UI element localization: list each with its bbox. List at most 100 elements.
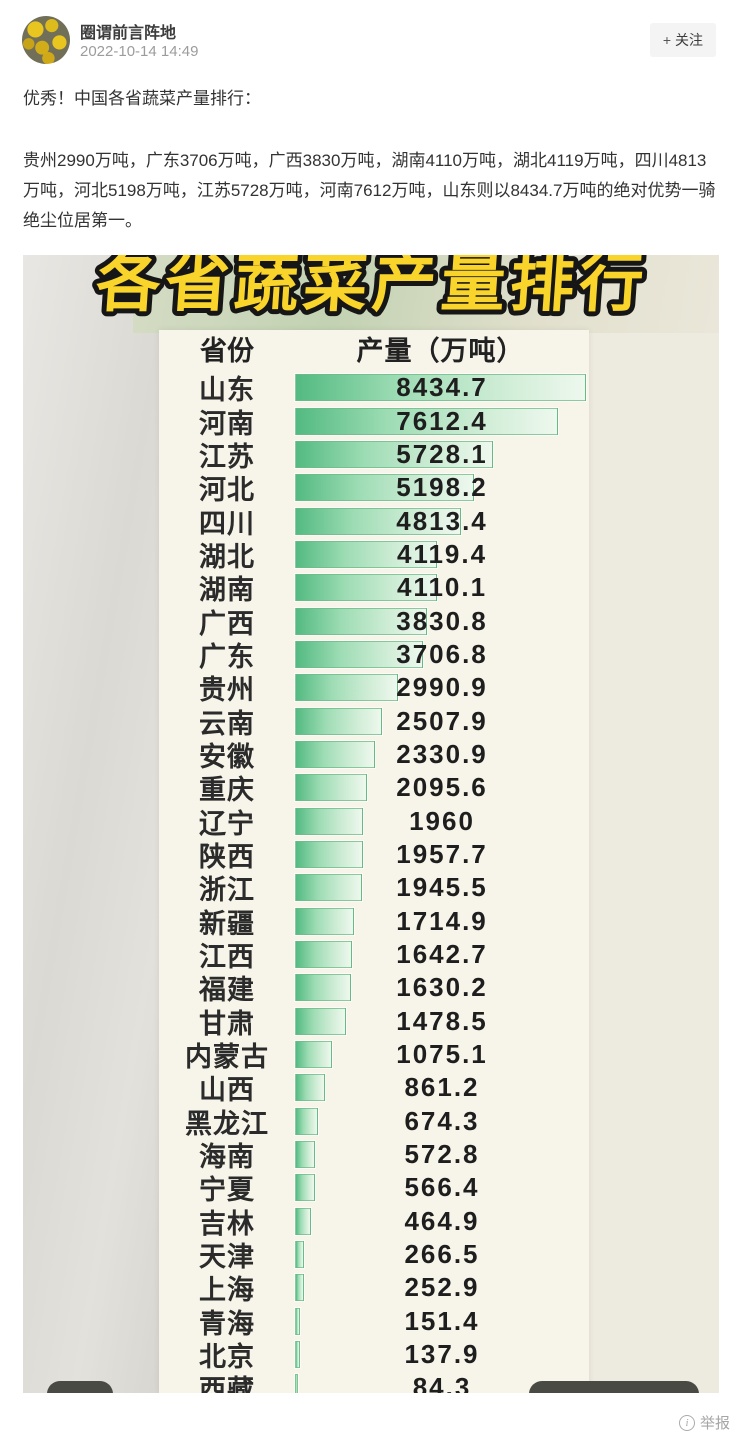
production-bar [295, 774, 368, 802]
chart-row: 黑龙江 674.3 [159, 1105, 589, 1139]
province-label: 甘肃 [199, 1008, 255, 1039]
production-value: 566.4 [404, 1172, 480, 1203]
production-bar [295, 1007, 346, 1035]
production-value: 2507.9 [396, 705, 488, 736]
production-bar [295, 1041, 333, 1069]
chart-row: 重庆 2095.6 [159, 771, 589, 805]
bar-track: 566.4 [295, 1172, 586, 1203]
chart-row: 河北 5198.2 [159, 471, 589, 505]
production-bar [295, 1374, 298, 1393]
author-name[interactable]: 圈谓前言阵地 [80, 25, 177, 42]
bar-track: 266.5 [295, 1239, 586, 1269]
title-background-band [133, 255, 719, 333]
production-bar [295, 907, 355, 935]
production-bar [295, 674, 399, 702]
province-label: 陕西 [199, 841, 255, 872]
production-value: 4813.4 [396, 505, 488, 536]
report-label: 举报 [699, 1415, 730, 1432]
province-label: 江苏 [199, 441, 255, 472]
production-value: 8434.7 [396, 372, 488, 403]
chart-row: 福建 1630.2 [159, 971, 589, 1005]
chart-row: 山东 8434.7 [159, 371, 589, 405]
user-avatar[interactable] [22, 16, 70, 64]
province-label: 江西 [199, 942, 255, 973]
production-bar [295, 1307, 301, 1335]
chart-rows: 山东 8434.7 河南 7612.4 江苏 5728.1 河北 5198.2 四川 4813.4… [159, 371, 589, 1393]
province-label: 安徽 [199, 741, 255, 772]
chart-row: 江西 1642.7 [159, 938, 589, 973]
chart-row: 吉林 464.9 [159, 1205, 589, 1239]
production-value: 1478.5 [396, 1005, 488, 1036]
post-header: 圈谓前言阵地 2022-10-14 14:49 + 关注 [22, 16, 718, 66]
bar-track: 1960 [295, 806, 586, 836]
bar-track: 1957.7 [295, 839, 586, 869]
production-bar [295, 440, 493, 468]
report-link[interactable]: i 举报 [678, 1412, 730, 1433]
chart-row: 新疆 1714.9 [159, 905, 589, 939]
province-label: 吉林 [199, 1208, 255, 1239]
province-label: 北京 [199, 1342, 255, 1373]
chart-row: 海南 572.8 [159, 1138, 589, 1172]
production-bar [295, 1241, 305, 1269]
column-header-production: 产量（万吨） [356, 336, 525, 366]
chart-row: 湖南 4110.1 [159, 571, 589, 605]
province-label: 西藏 [199, 1375, 255, 1393]
bar-track: 3830.8 [295, 606, 586, 636]
chart-panel: 省份 产量（万吨） 山东 8434.7 河南 7612.4 江苏 5728.1 河北 5198… [159, 330, 589, 1393]
province-label: 广西 [199, 608, 255, 639]
production-bar [295, 374, 586, 402]
province-label: 浙江 [199, 875, 255, 906]
production-value: 2330.9 [396, 738, 488, 769]
chart-row: 甘肃 1478.5 [159, 1005, 589, 1039]
plus-icon: + [662, 32, 671, 48]
chart-row: 宁夏 566.4 [159, 1171, 589, 1206]
post-body: 贵州2990万吨，广东3706万吨，广西3830万吨，湖南4110万吨，湖北41… [23, 151, 716, 230]
chart-row: 山西 861.2 [159, 1071, 589, 1105]
chart-title-art: 各省蔬菜产量排行 [89, 255, 656, 324]
production-bar [295, 1107, 319, 1135]
production-value: 3706.8 [396, 638, 488, 669]
production-value: 861.2 [404, 1072, 480, 1103]
production-value: 84.3 [412, 1372, 472, 1393]
production-value: 151.4 [404, 1305, 480, 1336]
bottom-right-pill [529, 1381, 699, 1393]
bar-track: 2330.9 [295, 738, 586, 769]
production-value: 7612.4 [396, 405, 488, 436]
bar-track: 1714.9 [295, 905, 586, 936]
production-bar [295, 807, 363, 835]
production-value: 4110.1 [396, 572, 488, 603]
chart-row: 广东 3706.8 [159, 638, 589, 672]
chart-row: 北京 137.9 [159, 1338, 589, 1373]
production-value: 572.8 [404, 1139, 480, 1170]
production-value: 1630.2 [396, 972, 488, 1003]
production-bar [295, 607, 428, 635]
production-value: 137.9 [404, 1339, 480, 1370]
bar-track: 4110.1 [295, 572, 586, 603]
province-label: 宁夏 [199, 1175, 255, 1206]
province-label: 湖北 [199, 541, 255, 572]
bar-track: 464.9 [295, 1206, 586, 1236]
chart-row: 广西 3830.8 [159, 604, 589, 639]
bar-track: 2990.9 [295, 672, 586, 703]
follow-button[interactable]: + 关注 [649, 23, 716, 57]
chart-title-text: 各省蔬菜产量排行 [94, 255, 651, 319]
production-bar [295, 1207, 312, 1235]
chart-row: 辽宁 1960 [159, 804, 589, 839]
bar-track: 572.8 [295, 1139, 586, 1170]
production-bar [295, 407, 558, 435]
production-bar [295, 941, 352, 969]
production-bar [295, 1074, 325, 1102]
production-value: 4119.4 [396, 538, 488, 569]
province-label: 青海 [199, 1308, 255, 1339]
province-label: 内蒙古 [185, 1042, 269, 1073]
province-label: 四川 [199, 508, 255, 539]
chart-row: 安徽 2330.9 [159, 738, 589, 772]
production-bar [295, 1174, 315, 1202]
production-value: 2990.9 [396, 672, 488, 703]
production-value: 1714.9 [396, 905, 488, 936]
bar-track: 5728.1 [295, 439, 586, 469]
production-bar [295, 1341, 300, 1369]
province-label: 云南 [199, 708, 255, 739]
chart-image[interactable]: 各省蔬菜产量排行 省份 产量（万吨） 山东 8434.7 河南 7612.4 江苏 572… [23, 255, 719, 1393]
province-label: 辽宁 [199, 808, 255, 839]
